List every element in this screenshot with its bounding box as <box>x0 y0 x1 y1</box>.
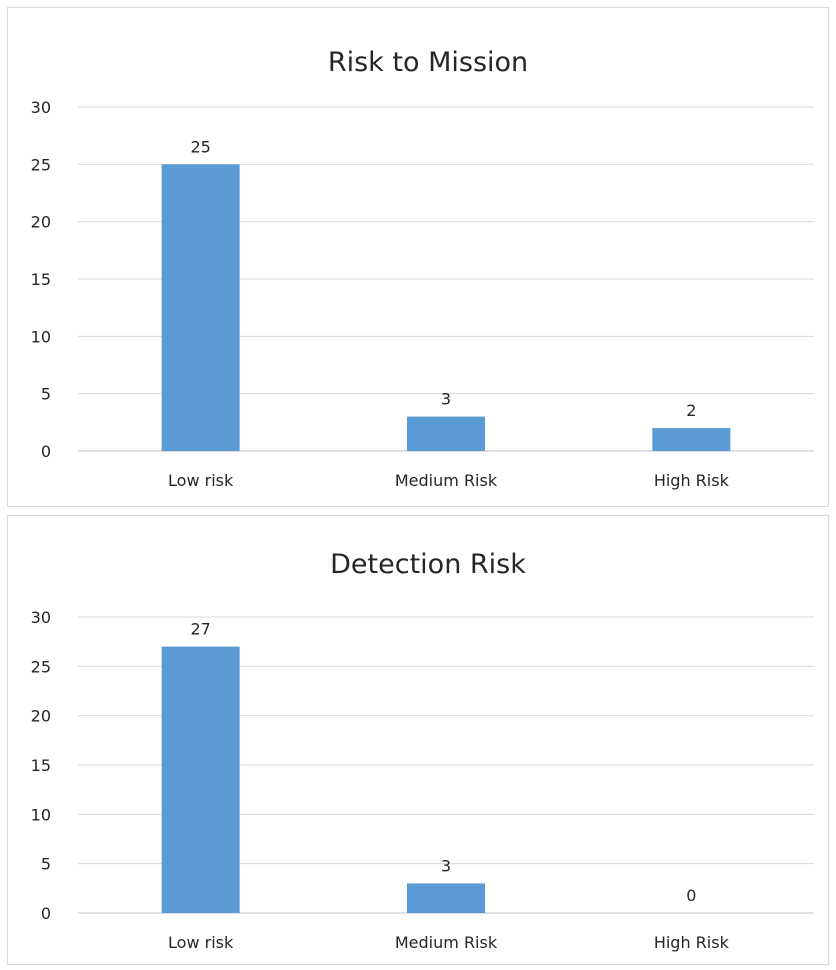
data-label: 27 <box>190 620 210 639</box>
y-tick-label: 10 <box>31 327 51 346</box>
chart-title: Risk to Mission <box>328 47 528 78</box>
bar <box>161 646 240 913</box>
x-tick-label: Medium Risk <box>395 471 498 490</box>
risk-to-mission-plot: Risk to Mission 0 5 10 15 20 25 30 25 Low risk 3 M… <box>31 47 814 490</box>
data-label: 0 <box>686 886 696 905</box>
data-label: 3 <box>441 856 451 875</box>
data-label: 25 <box>190 137 210 156</box>
chart-title: Detection Risk <box>330 549 526 580</box>
y-tick-label: 25 <box>31 155 51 174</box>
bar <box>407 883 485 913</box>
y-tick-label: 20 <box>31 213 51 232</box>
y-tick-label: 5 <box>41 855 51 874</box>
y-tick-label: 30 <box>31 608 51 627</box>
y-tick-label: 0 <box>41 442 51 461</box>
y-tick-label: 15 <box>31 270 51 289</box>
plot-area: 0 5 10 15 20 25 30 25 Low risk 3 Medium Risk 2 High … <box>31 98 814 490</box>
y-tick-label: 10 <box>31 805 51 824</box>
x-tick-label: Medium Risk <box>395 933 498 952</box>
data-label: 2 <box>686 401 696 420</box>
bar <box>161 164 240 452</box>
detection-risk-plot: Detection Risk 0 5 10 15 20 25 30 27 Low risk 3 Me… <box>31 549 814 952</box>
y-tick-label: 30 <box>31 98 51 117</box>
bar <box>652 428 731 451</box>
y-tick-label: 5 <box>41 385 51 404</box>
y-tick-label: 15 <box>31 756 51 775</box>
risk-to-mission-chart: Risk to Mission 0 5 10 15 20 25 30 25 Low risk 3 M… <box>7 7 829 507</box>
x-tick-label: Low risk <box>168 933 234 952</box>
detection-risk-chart: Detection Risk 0 5 10 15 20 25 30 27 Low risk 3 Me… <box>7 515 829 965</box>
x-tick-label: High Risk <box>654 471 730 490</box>
y-tick-label: 20 <box>31 707 51 726</box>
y-tick-label: 0 <box>41 904 51 923</box>
x-tick-label: Low risk <box>168 471 234 490</box>
plot-area: 0 5 10 15 20 25 30 27 Low risk 3 Medium Risk 0 High … <box>31 608 814 952</box>
x-tick-label: High Risk <box>654 933 730 952</box>
data-label: 3 <box>441 390 451 409</box>
y-tick-label: 25 <box>31 657 51 676</box>
bar <box>407 416 485 451</box>
